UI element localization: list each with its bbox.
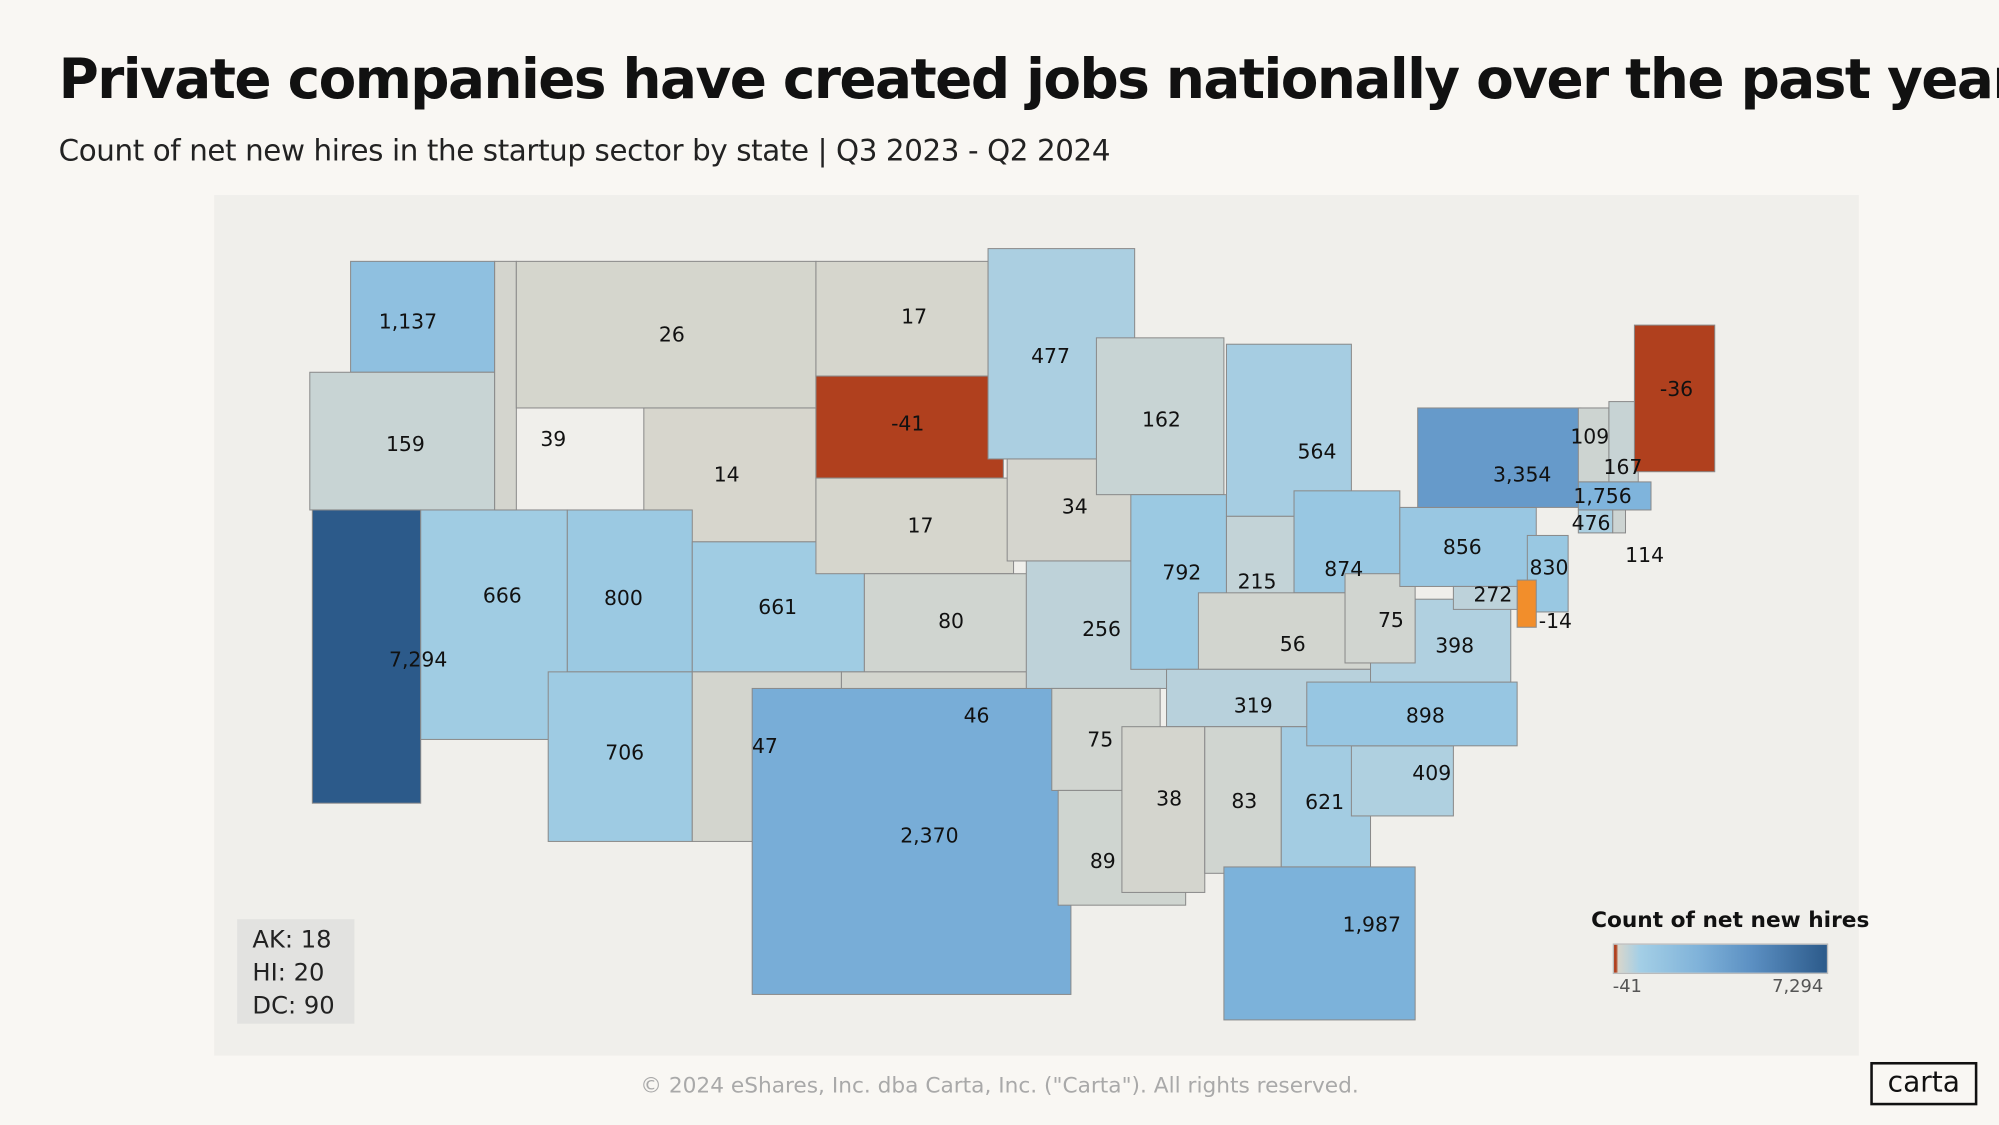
legend-max-label: 7,294 [1772,976,1824,997]
state-mi[interactable] [1225,343,1352,517]
extra-states-box: AK: 18 HI: 20 DC: 90 [237,919,355,1024]
state-label-wv: 75 [1378,608,1404,632]
state-label-nj: 830 [1530,556,1569,580]
state-ut[interactable] [566,509,693,673]
state-label-ny: 3,354 [1493,463,1551,487]
state-nd[interactable] [815,260,989,377]
state-wi[interactable] [1095,337,1225,496]
state-label-va: 398 [1435,633,1474,657]
state-label-ar: 75 [1087,728,1113,752]
state-label-or: 159 [386,432,425,456]
state-label-wi: 162 [1142,408,1181,432]
state-mt[interactable] [515,260,817,409]
state-label-il: 792 [1162,561,1201,585]
state-label-mt: 26 [659,322,685,346]
state-label-ne: 17 [908,514,934,538]
state-label-oh: 874 [1324,557,1363,581]
state-or[interactable] [309,371,496,511]
state-label-ks: 80 [938,609,964,633]
state-label-mn: 477 [1031,344,1070,368]
state-label-ok: 46 [964,703,990,727]
state-nc[interactable] [1306,681,1518,747]
state-ca[interactable] [311,509,422,804]
state-label-co: 661 [758,595,797,619]
state-label-vt: 109 [1570,424,1609,448]
color-legend: Count of net new hires -41 7,294 [1591,907,1870,997]
state-label-fl: 1,987 [1343,913,1401,937]
state-label-ms: 38 [1156,786,1182,810]
state-label-ia: 34 [1062,494,1088,518]
chart-title: Private companies have created jobs nati… [58,48,1999,113]
state-nv[interactable] [420,509,568,740]
state-label-pa: 856 [1443,535,1482,559]
state-az[interactable] [547,671,693,842]
state-de[interactable] [1516,579,1537,628]
state-label-sc: 409 [1412,761,1451,785]
state-label-in: 215 [1238,570,1277,594]
state-label-ut: 800 [604,586,643,610]
state-label-id: 39 [540,427,566,451]
state-label-de: -14 [1539,609,1572,633]
state-label-ky: 56 [1280,632,1306,656]
state-label-nd: 17 [901,304,927,328]
copyright-text: © 2024 eShares, Inc. dba Carta, Inc. ("C… [640,1073,1359,1099]
state-label-wy: 14 [714,463,740,487]
state-label-al: 83 [1231,789,1257,813]
state-pa[interactable] [1399,506,1537,587]
state-wv[interactable] [1344,573,1416,664]
state-label-ga: 621 [1305,790,1344,814]
state-me[interactable] [1633,324,1716,473]
state-ri[interactable] [1612,509,1627,534]
state-label-az: 706 [605,740,644,764]
state-md[interactable] [1452,585,1518,610]
legend-min-label: -41 [1612,976,1642,997]
state-fl[interactable] [1223,866,1416,1021]
state-label-nh: 167 [1604,455,1643,479]
state-ks[interactable] [863,573,1040,673]
state-label-mi: 564 [1298,440,1337,464]
state-label-nc: 898 [1406,703,1445,727]
state-label-la: 89 [1090,849,1116,873]
carta-logo: carta [1870,1061,1978,1106]
state-label-me: -36 [1660,377,1693,401]
state-label-nv: 666 [483,584,522,608]
state-label-ri: 114 [1625,543,1664,567]
state-ny[interactable] [1417,407,1582,508]
state-ms[interactable] [1121,726,1206,893]
state-label-tn: 319 [1234,693,1273,717]
state-label-wa: 1,137 [379,310,437,334]
state-label-ct: 476 [1572,511,1611,535]
legend-gradient-bar [1612,943,1829,975]
state-sd[interactable] [815,375,1004,479]
state-label-ma: 1,756 [1573,484,1631,508]
legend-title: Count of net new hires [1591,907,1870,934]
state-ma[interactable] [1577,481,1652,511]
state-label-md: 272 [1473,582,1512,606]
chart-subtitle: Count of net new hires in the startup se… [58,135,1111,169]
state-nh[interactable] [1608,401,1639,483]
state-label-sd: -41 [891,412,924,436]
state-id[interactable] [494,260,517,511]
state-wa[interactable] [350,260,496,373]
state-al[interactable] [1204,726,1282,874]
state-label-ca: 7,294 [389,647,447,671]
state-label-tx: 2,370 [900,823,958,847]
state-ne[interactable] [815,477,1015,575]
state-label-mo: 256 [1082,617,1121,641]
hawaii-value: HI: 20 [252,958,325,987]
state-label-nm: 47 [752,734,778,758]
alaska-value: AK: 18 [252,925,332,954]
dc-value: DC: 90 [252,991,335,1020]
state-ky[interactable] [1197,592,1372,670]
state-vt[interactable] [1577,407,1610,483]
